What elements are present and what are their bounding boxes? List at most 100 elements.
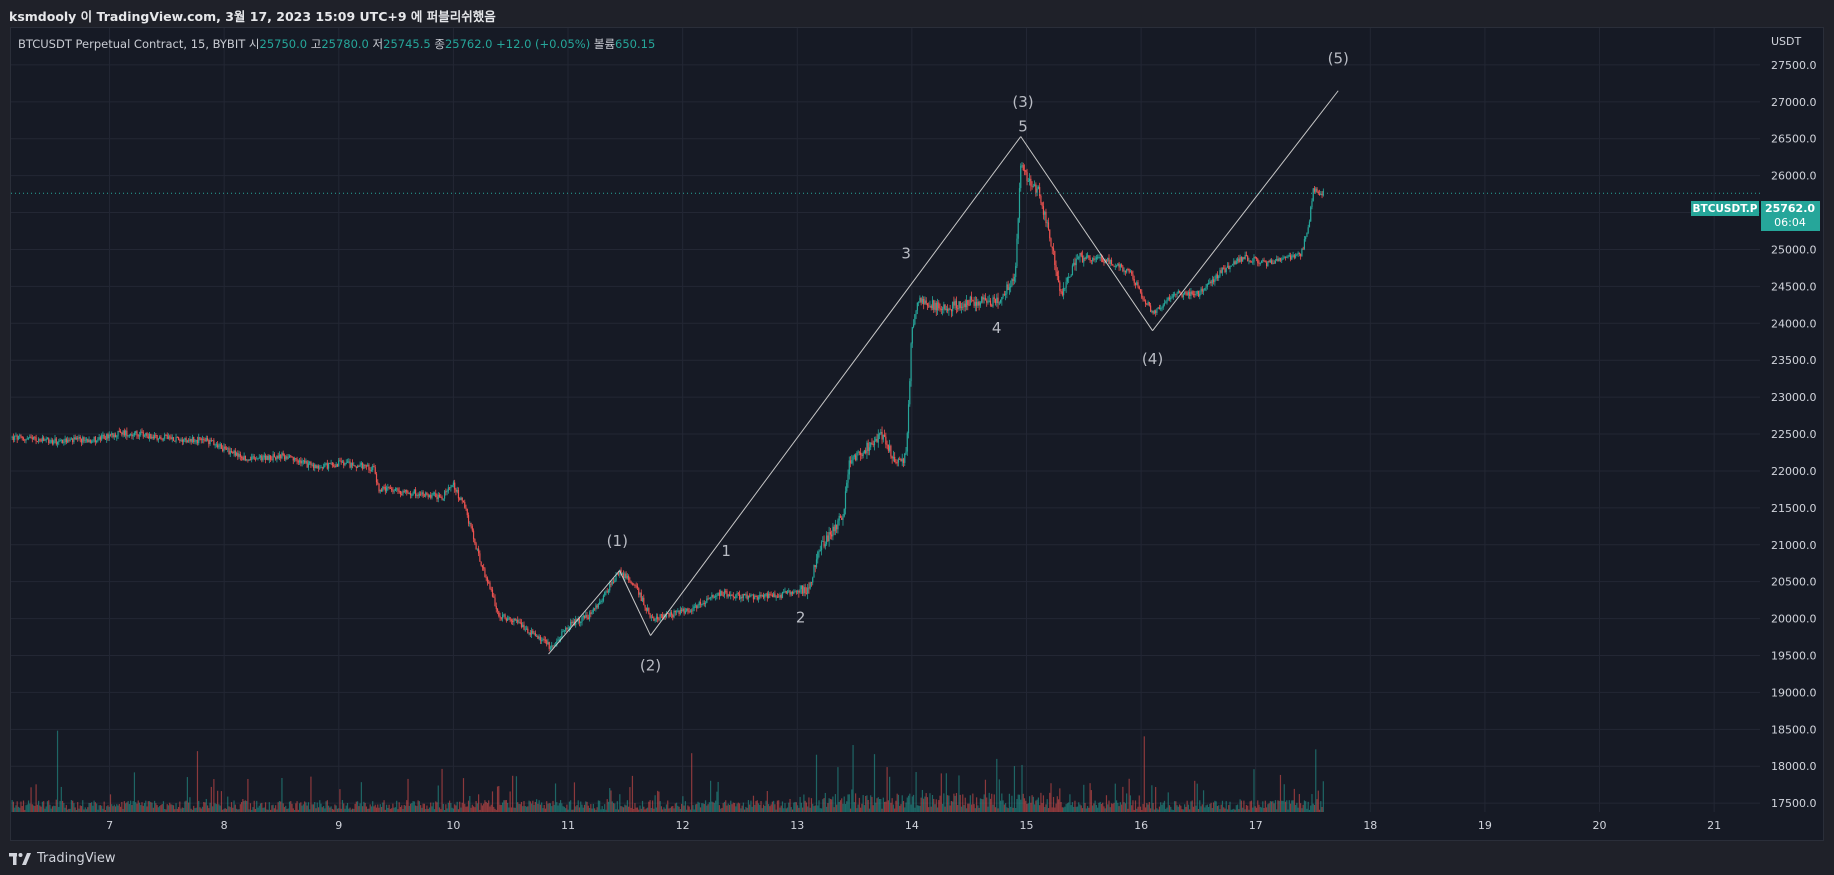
- candle-body: [79, 436, 81, 439]
- tradingview-brand[interactable]: TradingView: [9, 851, 116, 866]
- candle-body: [702, 603, 704, 605]
- candle-body: [872, 444, 874, 446]
- volume-bar: [856, 808, 858, 812]
- candle-body: [1126, 269, 1128, 273]
- volume-bar: [836, 804, 838, 812]
- volume-bar: [1061, 807, 1063, 812]
- wave-label: 3: [901, 244, 911, 262]
- volume-bar: [1017, 794, 1019, 812]
- candle-body: [727, 594, 729, 597]
- volume-bar: [84, 807, 86, 812]
- volume-bar: [499, 804, 501, 812]
- candle-body: [379, 489, 381, 492]
- candle-body: [159, 436, 161, 439]
- candle-body: [1267, 261, 1269, 266]
- candle-body: [1056, 271, 1058, 277]
- candle-body: [1002, 294, 1004, 298]
- candle-body: [711, 595, 713, 598]
- volume-bar: [965, 808, 968, 812]
- volume-bar: [1234, 809, 1236, 812]
- candle-body: [572, 621, 574, 624]
- volume-bar: [915, 772, 917, 812]
- candle-body: [1233, 261, 1235, 265]
- volume-bar: [151, 802, 153, 812]
- volume-bar: [765, 800, 767, 812]
- candle-body: [510, 620, 513, 622]
- candle-body: [861, 454, 863, 456]
- candle-body: [625, 573, 627, 579]
- volume-bar: [1283, 784, 1285, 812]
- volume-bar: [704, 800, 707, 812]
- candle-body: [1320, 193, 1322, 195]
- volume-bar: [1202, 790, 1205, 812]
- candle-body: [889, 445, 891, 451]
- x-tick-label: 12: [676, 819, 690, 832]
- volume-bar: [682, 796, 684, 812]
- volume-bar: [1313, 804, 1316, 812]
- volume-bar: [420, 805, 422, 812]
- candle-body: [441, 497, 443, 500]
- candle-body: [959, 301, 961, 308]
- candle-body: [391, 488, 393, 491]
- volume-bar: [199, 807, 201, 812]
- candle-body: [1238, 258, 1240, 263]
- candle-body: [1050, 238, 1052, 247]
- volume-bar: [1229, 801, 1231, 812]
- volume-bar: [1187, 804, 1190, 812]
- candle-body: [914, 314, 916, 325]
- legend-volume: 650.15: [615, 37, 656, 51]
- volume-bar: [1254, 806, 1256, 812]
- volume-bar: [1311, 794, 1313, 812]
- candle-body: [24, 439, 26, 441]
- candle-body: [184, 438, 186, 440]
- volume-bar: [943, 793, 945, 812]
- volume-bar: [1258, 804, 1260, 812]
- candle-body: [752, 594, 755, 600]
- volume-bar: [355, 801, 357, 812]
- volume-bar: [793, 802, 795, 812]
- candle-body: [493, 596, 495, 598]
- volume-bar: [1168, 805, 1171, 812]
- volume-bar: [435, 801, 437, 812]
- candle-body: [814, 565, 816, 568]
- volume-bar: [335, 805, 337, 812]
- candle-body: [252, 456, 254, 458]
- volume-bar: [853, 802, 855, 812]
- volume-bar: [745, 806, 747, 812]
- volume-bar: [602, 809, 605, 812]
- volume-bar: [659, 801, 661, 812]
- volume-bar: [788, 802, 790, 812]
- volume-bar: [867, 799, 869, 812]
- y-tick-label: 17500.0: [1771, 797, 1817, 810]
- volume-bar: [204, 802, 206, 812]
- candle-body: [829, 532, 831, 535]
- candle-body: [854, 455, 857, 460]
- candle-body: [652, 616, 654, 618]
- candle-body: [568, 626, 570, 629]
- volume-bar: [691, 753, 693, 812]
- candle-body: [51, 440, 54, 444]
- candle-body: [592, 608, 594, 612]
- volume-bar: [430, 802, 432, 812]
- candle-body: [1185, 291, 1187, 293]
- volume-bar: [452, 808, 455, 812]
- candle-body: [1084, 257, 1086, 259]
- candle-body: [132, 435, 134, 437]
- volume-bar: [972, 793, 974, 812]
- candle-body: [1011, 279, 1013, 287]
- volume-bar: [1257, 800, 1259, 812]
- candle-body: [780, 594, 782, 598]
- volume-bar: [261, 802, 263, 812]
- candle-body: [767, 593, 770, 599]
- candle-body: [1134, 282, 1137, 286]
- volume-bar: [388, 804, 390, 812]
- volume-bar: [1300, 803, 1302, 812]
- volume-bar: [152, 807, 154, 812]
- volume-bar: [572, 809, 574, 812]
- volume-bar: [1046, 799, 1048, 812]
- candle-body: [1017, 218, 1019, 239]
- candle-body: [620, 569, 622, 575]
- volume-bar: [1180, 805, 1182, 812]
- candle-body: [321, 467, 323, 469]
